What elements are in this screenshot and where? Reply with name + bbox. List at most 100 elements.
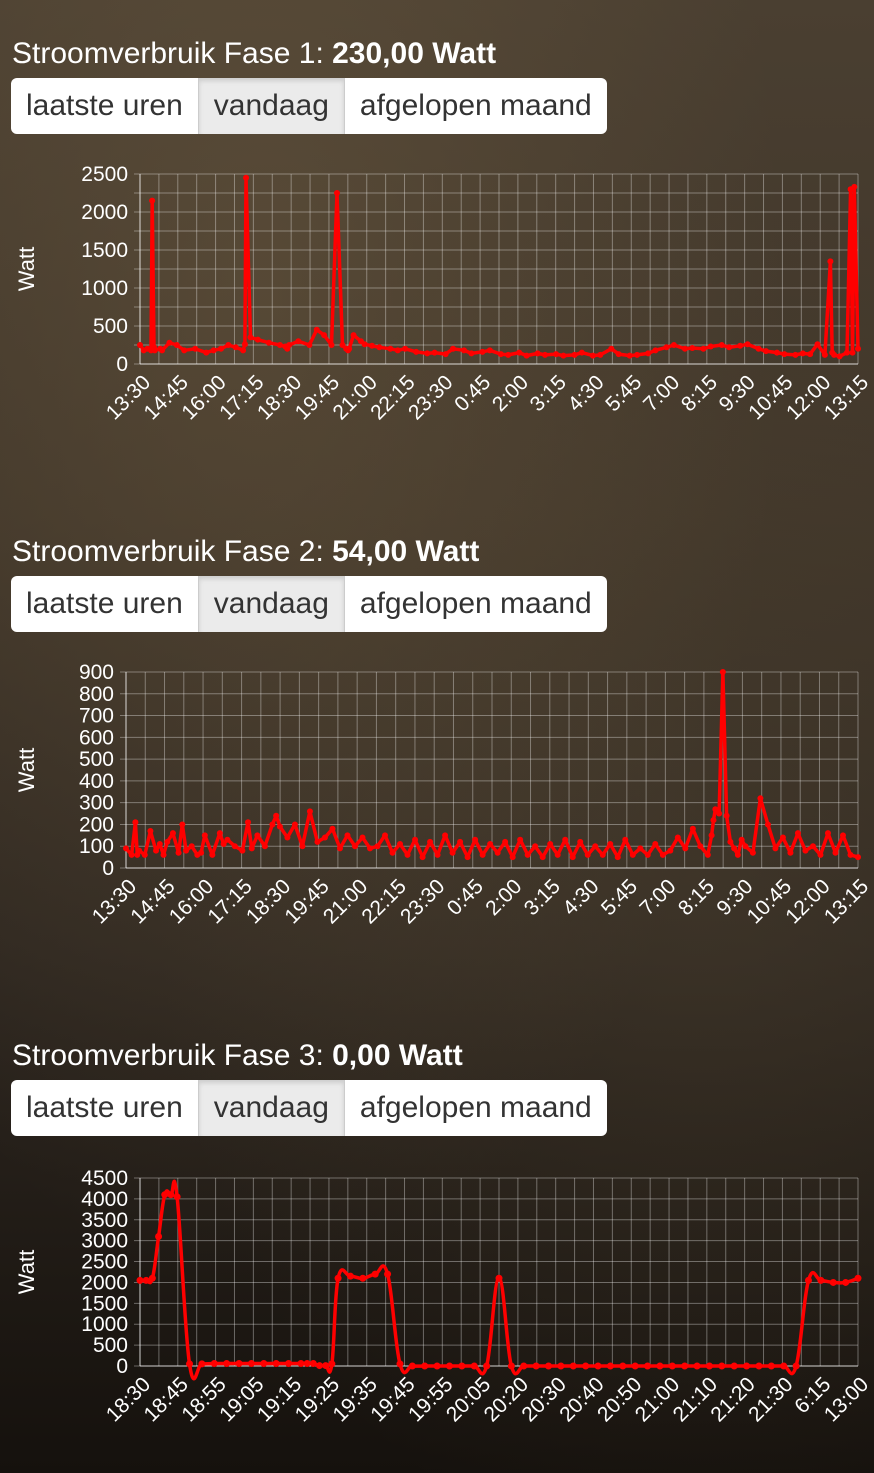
data-point — [225, 342, 232, 348]
data-point — [232, 344, 239, 351]
data-point — [731, 845, 738, 852]
data-point — [351, 843, 358, 850]
data-point — [847, 851, 854, 858]
data-point — [346, 1272, 354, 1280]
last-month-button[interactable]: afgelopen maand — [359, 89, 592, 122]
data-point — [817, 1276, 825, 1284]
data-point — [804, 1276, 812, 1284]
y-tick-label: 400 — [79, 770, 114, 793]
data-point — [396, 1360, 404, 1368]
last-month-button[interactable]: afgelopen maand — [359, 1091, 592, 1124]
data-point — [241, 341, 248, 348]
data-point — [772, 845, 779, 852]
latest-hours-button[interactable]: laatste uren — [11, 78, 199, 134]
data-point — [497, 351, 504, 358]
data-point — [507, 1362, 515, 1370]
data-point — [314, 838, 321, 845]
y-tick-label: 4000 — [81, 1188, 128, 1211]
data-point — [594, 1362, 602, 1370]
data-point — [402, 345, 409, 352]
data-point — [479, 348, 486, 355]
y-tick-label: 2000 — [81, 1271, 128, 1294]
data-point — [644, 851, 651, 858]
data-point — [592, 843, 599, 850]
data-point — [843, 349, 850, 356]
phase-2-chart: 010020030040050060070080090013:3014:4516… — [14, 661, 873, 928]
data-point — [682, 845, 689, 852]
data-point — [164, 838, 171, 845]
data-point — [545, 1362, 553, 1370]
data-point — [626, 352, 633, 359]
data-point — [487, 841, 494, 848]
data-point — [824, 830, 831, 837]
y-tick-label: 3000 — [81, 1230, 128, 1253]
y-tick-label: 600 — [79, 726, 114, 749]
period-button-group: laatste uren vandaag afgelopen maand — [11, 1080, 607, 1136]
data-point — [336, 845, 343, 852]
data-point — [707, 343, 714, 350]
data-point — [421, 1362, 429, 1370]
today-button[interactable]: vandaag — [198, 576, 345, 632]
latest-hours-button[interactable]: laatste uren — [11, 1080, 199, 1136]
data-point — [792, 1362, 800, 1370]
x-tick-label: 21:30 — [744, 1373, 797, 1426]
data-point — [737, 342, 744, 349]
data-point — [532, 843, 539, 850]
y-tick-label: 100 — [79, 835, 114, 858]
data-point — [231, 843, 238, 850]
data-point — [306, 808, 313, 815]
data-point — [817, 851, 824, 858]
today-button[interactable]: vandaag — [198, 1080, 345, 1136]
data-point — [273, 812, 280, 819]
data-point — [299, 843, 306, 850]
data-point — [261, 843, 268, 850]
data-point — [779, 834, 786, 841]
data-point — [295, 338, 302, 345]
data-point — [854, 1274, 862, 1282]
data-point — [571, 351, 578, 358]
data-point — [799, 350, 806, 357]
data-point — [470, 1362, 478, 1370]
data-point — [458, 1362, 466, 1370]
data-point — [216, 830, 223, 837]
data-point — [424, 350, 431, 357]
data-point — [384, 1270, 392, 1278]
y-tick-label: 0 — [102, 857, 114, 880]
data-point — [210, 1359, 218, 1367]
latest-hours-button[interactable]: laatste uren — [11, 576, 199, 632]
y-tick-label: 500 — [79, 748, 114, 771]
x-tick-label: 13:15 — [820, 875, 873, 928]
data-point — [175, 849, 182, 856]
data-point — [198, 1360, 206, 1368]
data-point — [668, 1362, 676, 1370]
data-point — [726, 344, 733, 351]
data-point — [831, 351, 838, 358]
data-point — [710, 817, 717, 824]
data-point — [674, 834, 681, 841]
today-button[interactable]: vandaag — [198, 78, 345, 134]
panel-title: Stroomverbruik Fase 1: 230,00 Watt — [12, 36, 496, 72]
data-point — [645, 350, 652, 357]
data-point — [153, 847, 160, 854]
data-point — [285, 1359, 293, 1367]
last-month-button[interactable]: afgelopen maand — [359, 587, 592, 620]
y-tick-label: 2500 — [81, 1251, 128, 1274]
data-point — [502, 838, 509, 845]
data-point — [681, 1362, 689, 1370]
y-axis-label: Watt — [14, 247, 39, 291]
period-button-group: laatste uren vandaag afgelopen maand — [11, 576, 607, 632]
data-point — [569, 1362, 577, 1370]
data-point — [554, 851, 561, 858]
data-point — [582, 1362, 590, 1370]
data-point — [483, 1362, 491, 1370]
data-point — [578, 349, 585, 356]
data-point — [419, 854, 426, 861]
data-point — [247, 334, 254, 341]
data-point — [542, 351, 549, 358]
data-point — [577, 838, 584, 845]
data-point — [802, 847, 809, 854]
data-point — [472, 836, 479, 843]
x-tick-label: 23:30 — [404, 371, 457, 424]
y-tick-label: 2500 — [81, 163, 128, 186]
data-point — [359, 834, 366, 841]
